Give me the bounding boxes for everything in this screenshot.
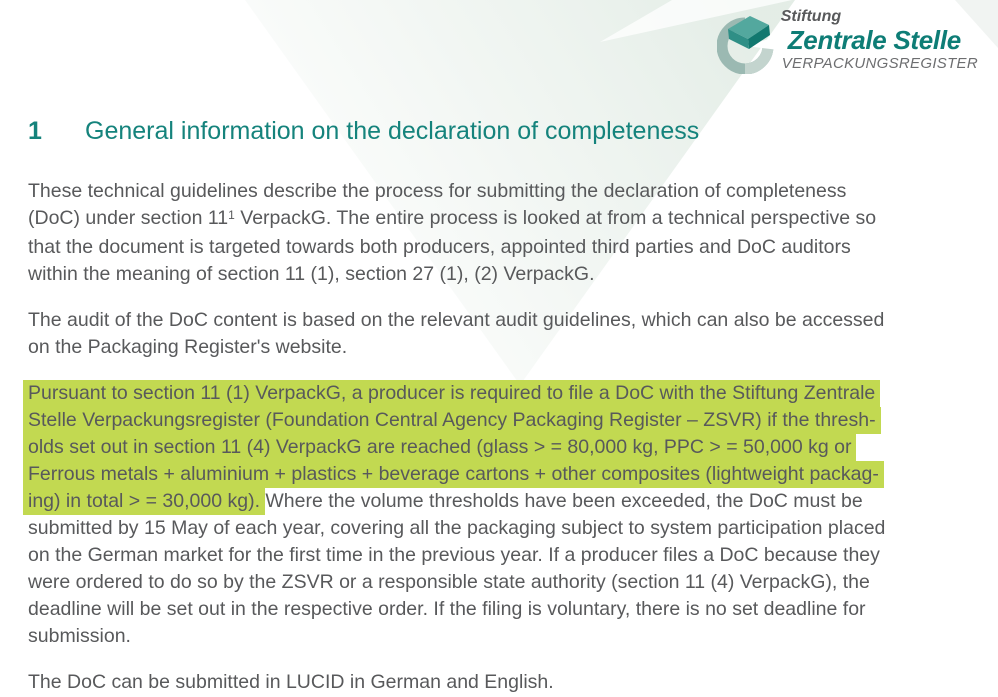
text-segment: on the Packaging Register's website.	[28, 336, 348, 358]
paragraph: The DoC can be submitted in LUCID in Ger…	[28, 669, 998, 696]
text-segment: Where the volume thresholds have been ex…	[259, 490, 863, 512]
text-segment: submitted by 15 May of each year, coveri…	[28, 517, 886, 539]
zsvr-logo: Stiftung Zentrale Stelle VERPACKUNGSREGI…	[716, 4, 978, 74]
text-line: within the meaning of section 11 (1), se…	[28, 261, 998, 288]
paragraph: These technical guidelines describe the …	[28, 178, 998, 288]
text-line: The audit of the DoC content is based on…	[28, 307, 998, 334]
logo-text-verpackungsregister: VERPACKUNGSREGISTER	[781, 55, 978, 72]
text-line: on the German market for the first time …	[28, 542, 998, 569]
highlighted-text: Pursuant to section 11 (1) VerpackG, a p…	[23, 380, 881, 407]
text-line: submission.	[28, 623, 998, 650]
text-segment: within the meaning of section 11 (1), se…	[28, 263, 595, 285]
text-segment: The DoC can be submitted in LUCID in Ger…	[28, 671, 554, 693]
zsvr-cube-ring-icon	[716, 16, 779, 74]
text-segment: These technical guidelines describe the …	[28, 180, 847, 202]
text-line: olds set out in section 11 (4) VerpackG …	[23, 434, 998, 461]
logo-text-zentrale-stelle: Zentrale Stelle	[787, 25, 962, 55]
highlighted-text: Stelle Verpackungsregister (Foundation C…	[23, 407, 881, 434]
text-line: submitted by 15 May of each year, coveri…	[28, 515, 998, 542]
section-title: General information on the declaration o…	[85, 117, 700, 145]
highlighted-text: Ferrous metals + aluminium + plastics + …	[23, 461, 884, 488]
text-line: ing) in total > = 30,000 kg). Where the …	[23, 488, 998, 515]
text-segment: were ordered to do so by the ZSVR or a r…	[28, 571, 870, 593]
text-line: were ordered to do so by the ZSVR or a r…	[28, 569, 998, 596]
text-line: Stelle Verpackungsregister (Foundation C…	[23, 407, 998, 434]
text-line: deadline will be set out in the respecti…	[28, 596, 998, 623]
text-segment: (DoC) under section 11	[28, 207, 229, 229]
text-line: that the document is targeted towards bo…	[28, 234, 998, 261]
text-line: on the Packaging Register's website.	[28, 334, 998, 361]
text-segment: deadline will be set out in the respecti…	[28, 598, 866, 620]
document-content: 1 General information on the declaration…	[23, 116, 998, 697]
footnote-ref: 1	[228, 207, 235, 222]
text-segment: on the German market for the first time …	[28, 544, 880, 566]
text-line: Ferrous metals + aluminium + plastics + …	[23, 461, 998, 488]
text-segment: VerpackG. The entire process is looked a…	[234, 207, 877, 229]
text-segment: submission.	[28, 625, 131, 647]
text-line: (DoC) under section 111 VerpackG. The en…	[28, 205, 998, 234]
section-heading: 1 General information on the declaration…	[28, 116, 998, 146]
highlighted-text: olds set out in section 11 (4) VerpackG …	[23, 434, 857, 461]
paragraph: The audit of the DoC content is based on…	[28, 307, 998, 361]
document-body: These technical guidelines describe the …	[23, 178, 998, 696]
logo-text-stiftung: Stiftung	[780, 8, 842, 25]
highlighted-text: ing) in total > = 30,000 kg).	[23, 488, 265, 515]
text-line: These technical guidelines describe the …	[28, 178, 998, 205]
text-line: The DoC can be submitted in LUCID in Ger…	[28, 669, 998, 696]
section-number: 1	[28, 117, 42, 145]
paragraph: Pursuant to section 11 (1) VerpackG, a p…	[23, 380, 998, 650]
text-line: Pursuant to section 11 (1) VerpackG, a p…	[23, 380, 998, 407]
text-segment: The audit of the DoC content is based on…	[28, 309, 885, 331]
text-segment: that the document is targeted towards bo…	[28, 236, 851, 258]
